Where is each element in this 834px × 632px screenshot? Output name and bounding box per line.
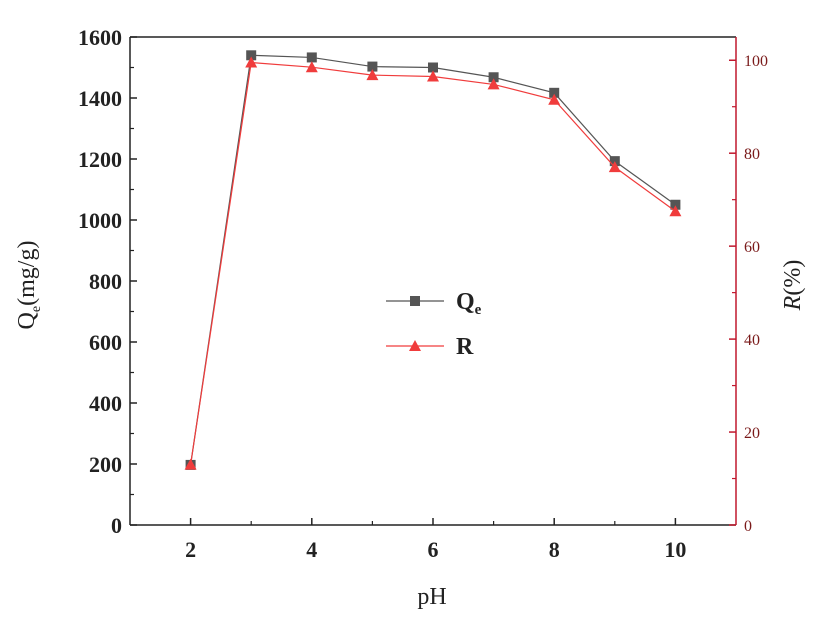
data-point-r [305, 61, 318, 73]
data-point-r [427, 70, 439, 82]
left-y-tick-label: 200 [89, 452, 122, 477]
series-layer [184, 50, 682, 470]
data-point-qe [428, 62, 438, 73]
data-point-qe [488, 72, 499, 83]
legend-entry-qe: Qe [386, 289, 482, 318]
data-point-r [548, 93, 561, 105]
legend-marker-qe [410, 296, 420, 306]
left-y-tick-label: 400 [89, 391, 122, 416]
left-y-tick-label: 1000 [78, 208, 122, 233]
right-y-tick-label: 40 [744, 332, 760, 349]
data-point-qe [670, 199, 681, 210]
data-point-r [669, 205, 682, 217]
left-y-tick-label: 1600 [78, 25, 122, 50]
right-y-axis-ticks: 0 20 40 60 80 100 [729, 53, 768, 535]
data-point-qe [367, 61, 378, 72]
left-axis-title: Qe(mg/g) [14, 241, 44, 330]
legend: Qe R [386, 289, 482, 360]
series-line-qe [190, 54, 676, 466]
legend-marker-r [409, 340, 421, 351]
x-tick-label: 6 [428, 537, 439, 562]
data-point-r [245, 56, 258, 68]
series-line-r [190, 61, 676, 465]
data-point-r [487, 78, 500, 90]
legend-label-qe: Qe [456, 289, 482, 318]
right-y-tick-label: 20 [744, 425, 760, 442]
legend-entry-r: R [386, 334, 474, 360]
right-y-tick-label: 100 [744, 53, 768, 70]
right-y-tick-label: 60 [744, 239, 760, 256]
data-point-qe [306, 52, 317, 63]
x-tick-label: 4 [306, 537, 317, 562]
left-y-tick-label: 1200 [78, 147, 122, 172]
x-axis-ticks: 2 4 6 8 10 [185, 518, 686, 562]
data-point-qe [549, 87, 560, 98]
left-y-tick-label: 800 [89, 269, 122, 294]
data-point-r [184, 458, 197, 470]
data-point-r [366, 69, 379, 81]
right-axis-title: R(%) [780, 260, 806, 312]
left-y-tick-label: 600 [89, 330, 122, 355]
x-tick-label: 10 [664, 537, 686, 562]
data-point-r [608, 161, 621, 173]
left-y-tick-label: 1400 [78, 86, 122, 111]
right-y-tick-label: 80 [744, 146, 760, 163]
plot-frame [129, 36, 737, 526]
x-axis-title: pH [417, 584, 446, 610]
legend-label-r: R [456, 334, 474, 360]
left-y-tick-label: 0 [111, 513, 122, 538]
x-tick-label: 8 [549, 537, 560, 562]
left-y-axis-ticks: 0 200 400 600 800 1000 1200 1400 1600 [78, 25, 137, 538]
data-point-qe [246, 50, 257, 61]
x-tick-label: 2 [185, 537, 196, 562]
right-y-tick-label: 0 [744, 518, 752, 535]
